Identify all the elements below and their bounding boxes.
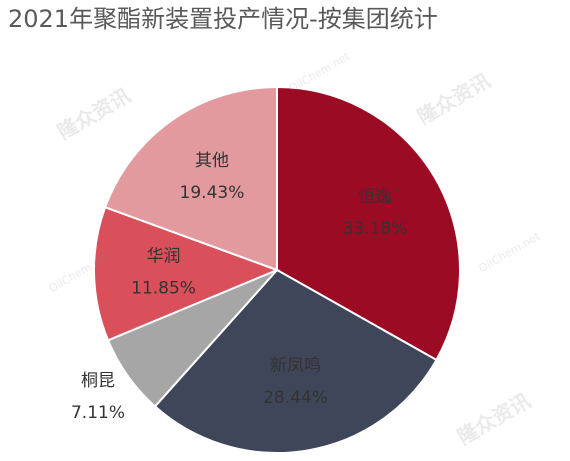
pie-slice [276, 85, 461, 362]
slice-label: 华润 [147, 247, 181, 267]
slice-label: 桐昆 [81, 371, 115, 391]
watermark: 隆众资讯 [453, 388, 534, 449]
watermark: OilChem.net [287, 49, 353, 95]
slice-label: 新凤鸣 [270, 356, 321, 376]
pie-slice [93, 205, 280, 342]
value-label: 7.11% [71, 403, 125, 423]
slice-label: 恒逸 [358, 187, 392, 207]
pie-slice [103, 85, 278, 272]
value-label: 19.43% [180, 183, 245, 203]
watermark: 隆众资讯 [53, 83, 134, 144]
pie-slice [153, 268, 438, 454]
slice-label: 其他 [195, 151, 229, 171]
watermark: OilChem.net [477, 229, 543, 275]
value-label: 11.85% [131, 279, 196, 299]
value-label: 28.44% [263, 388, 328, 408]
pie: 恒逸 33.18% 新凤鸣 28.44% 桐昆 7.11% 华润 11.85% 其他 19.43% [71, 85, 461, 454]
chart-title: 2021年聚酯新装置投产情况-按集团统计 [8, 5, 438, 33]
watermark: 隆众资讯 [413, 68, 494, 129]
value-label: 33.18% [343, 219, 408, 239]
